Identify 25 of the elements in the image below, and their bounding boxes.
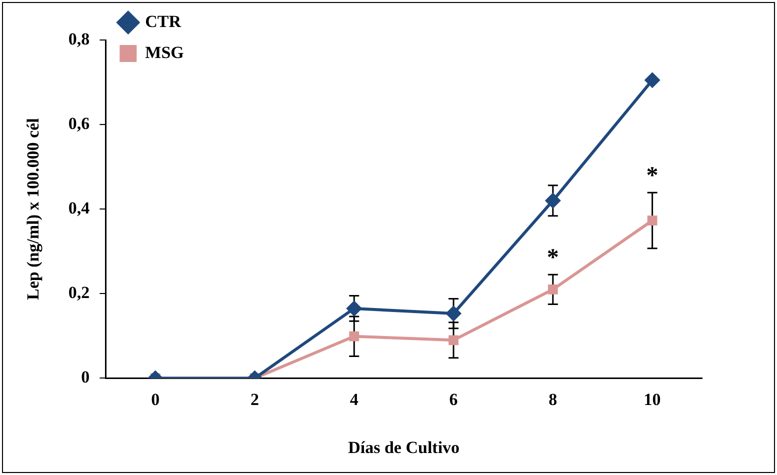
y-axis-title: Lep (ng/ml) x 100.000 cél bbox=[24, 118, 43, 300]
point bbox=[548, 284, 558, 294]
y-tick-label: 0,2 bbox=[68, 283, 90, 302]
point bbox=[644, 72, 660, 88]
x-tick-label: 2 bbox=[250, 390, 259, 409]
annotation: * bbox=[646, 162, 658, 189]
point bbox=[349, 331, 360, 342]
x-tick-label: 8 bbox=[548, 390, 558, 409]
annotation: * bbox=[546, 244, 559, 271]
y-tick-label: 0,4 bbox=[68, 198, 90, 218]
point bbox=[446, 306, 462, 322]
point bbox=[346, 300, 362, 316]
x-tick-label: 6 bbox=[449, 390, 458, 409]
x-tick-label: 10 bbox=[644, 390, 661, 409]
point bbox=[448, 335, 458, 346]
y-tick-label: 0,6 bbox=[68, 114, 90, 133]
x-axis-title: Días de Cultivo bbox=[348, 438, 460, 458]
y-tick-label: 0 bbox=[81, 368, 90, 387]
y-tick-label: 0,8 bbox=[68, 29, 90, 48]
point bbox=[544, 192, 561, 209]
x-tick-label: 0 bbox=[151, 390, 160, 409]
legend-label: MSG bbox=[145, 42, 184, 62]
x-tick-label: 4 bbox=[350, 390, 359, 409]
point bbox=[647, 216, 658, 226]
legend-label: CTR bbox=[145, 12, 182, 31]
